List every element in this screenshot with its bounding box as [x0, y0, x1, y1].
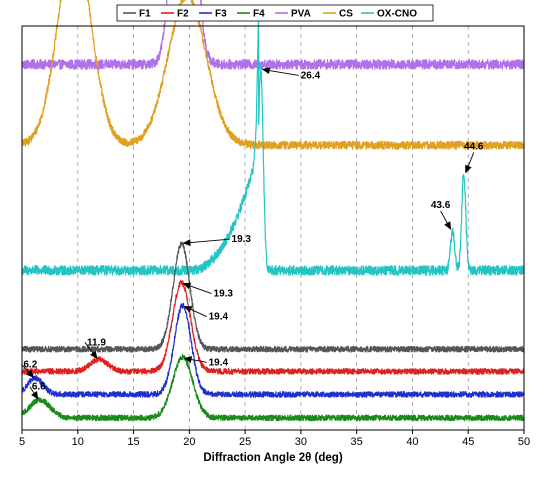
series-line-pva: [21, 0, 525, 70]
annotation-arrow: [29, 386, 39, 400]
plot-frame: [21, 25, 525, 431]
legend-label: F4: [253, 9, 265, 20]
annotation-arrow: [183, 356, 207, 363]
annotation-arrow: [21, 363, 35, 379]
x-tick-label: 10: [72, 436, 84, 448]
series-line-cs: [21, 0, 525, 150]
annotation-label: 11.9: [87, 337, 106, 348]
grid-lines: [77, 26, 469, 430]
legend-label: CS: [339, 9, 353, 20]
annotation-label: 6.6: [32, 382, 46, 393]
annotation-arrow: [440, 210, 452, 230]
x-tick-label: 40: [406, 436, 418, 448]
series-line-f4: [21, 353, 525, 422]
annotation-arrow: [84, 342, 98, 360]
annotation-arrow: [182, 238, 230, 247]
x-tick-label: 30: [295, 436, 307, 448]
legend-item: F1: [123, 9, 151, 20]
legend-label: PVA: [291, 9, 311, 20]
series-line-f3: [21, 302, 525, 398]
legend-item: PVA: [275, 9, 311, 20]
x-tick-label: 15: [127, 436, 139, 448]
legend-item: CS: [323, 9, 353, 20]
annotation-arrow: [261, 67, 299, 76]
annotation-label: 19.4: [209, 357, 229, 368]
legend-item: OX-CNO: [361, 9, 417, 20]
annotation-arrow: [465, 152, 475, 174]
annotation-arrow: [183, 306, 207, 317]
series-layer: [21, 0, 525, 422]
x-tick-label: 5: [19, 436, 25, 448]
legend-item: F4: [237, 9, 265, 20]
annotation-arrow: [182, 282, 212, 294]
series-line-f1: [21, 241, 525, 353]
legend-item: F2: [161, 9, 189, 20]
x-axis-title: Diffraction Angle 2θ (deg): [203, 452, 342, 464]
annotation-label: 6.2: [23, 359, 37, 370]
annotation-label: 19.4: [209, 312, 229, 323]
legend-item: F3: [199, 9, 227, 20]
legend: F1 F2 F3 F4 PVA CS OX-CNO: [116, 4, 434, 22]
annotation-label: 26.4: [301, 70, 321, 81]
legend-label: F2: [177, 9, 189, 20]
legend-label: F1: [139, 9, 151, 20]
annotation-label: 43.6: [431, 200, 451, 211]
annotation-label: 44.6: [464, 141, 484, 152]
x-tick-label: 45: [462, 436, 474, 448]
series-line-f2: [21, 279, 525, 375]
x-tick-label: 50: [518, 436, 530, 448]
legend-label: F3: [215, 9, 227, 20]
legend-label: OX-CNO: [377, 9, 417, 20]
x-axis: 5 10 15 20 25 30 35 40 45 50: [19, 430, 530, 448]
annotation-label: 19.3: [232, 234, 252, 245]
annotation-layer: 19.59.719.826.443.644.619.311.919.36.219…: [21, 67, 484, 400]
series-line-ox-cno: [21, 19, 525, 276]
x-tick-label: 35: [351, 436, 363, 448]
x-tick-label: 25: [239, 436, 251, 448]
annotation-label: 19.3: [214, 289, 234, 300]
x-tick-label: 20: [183, 436, 195, 448]
